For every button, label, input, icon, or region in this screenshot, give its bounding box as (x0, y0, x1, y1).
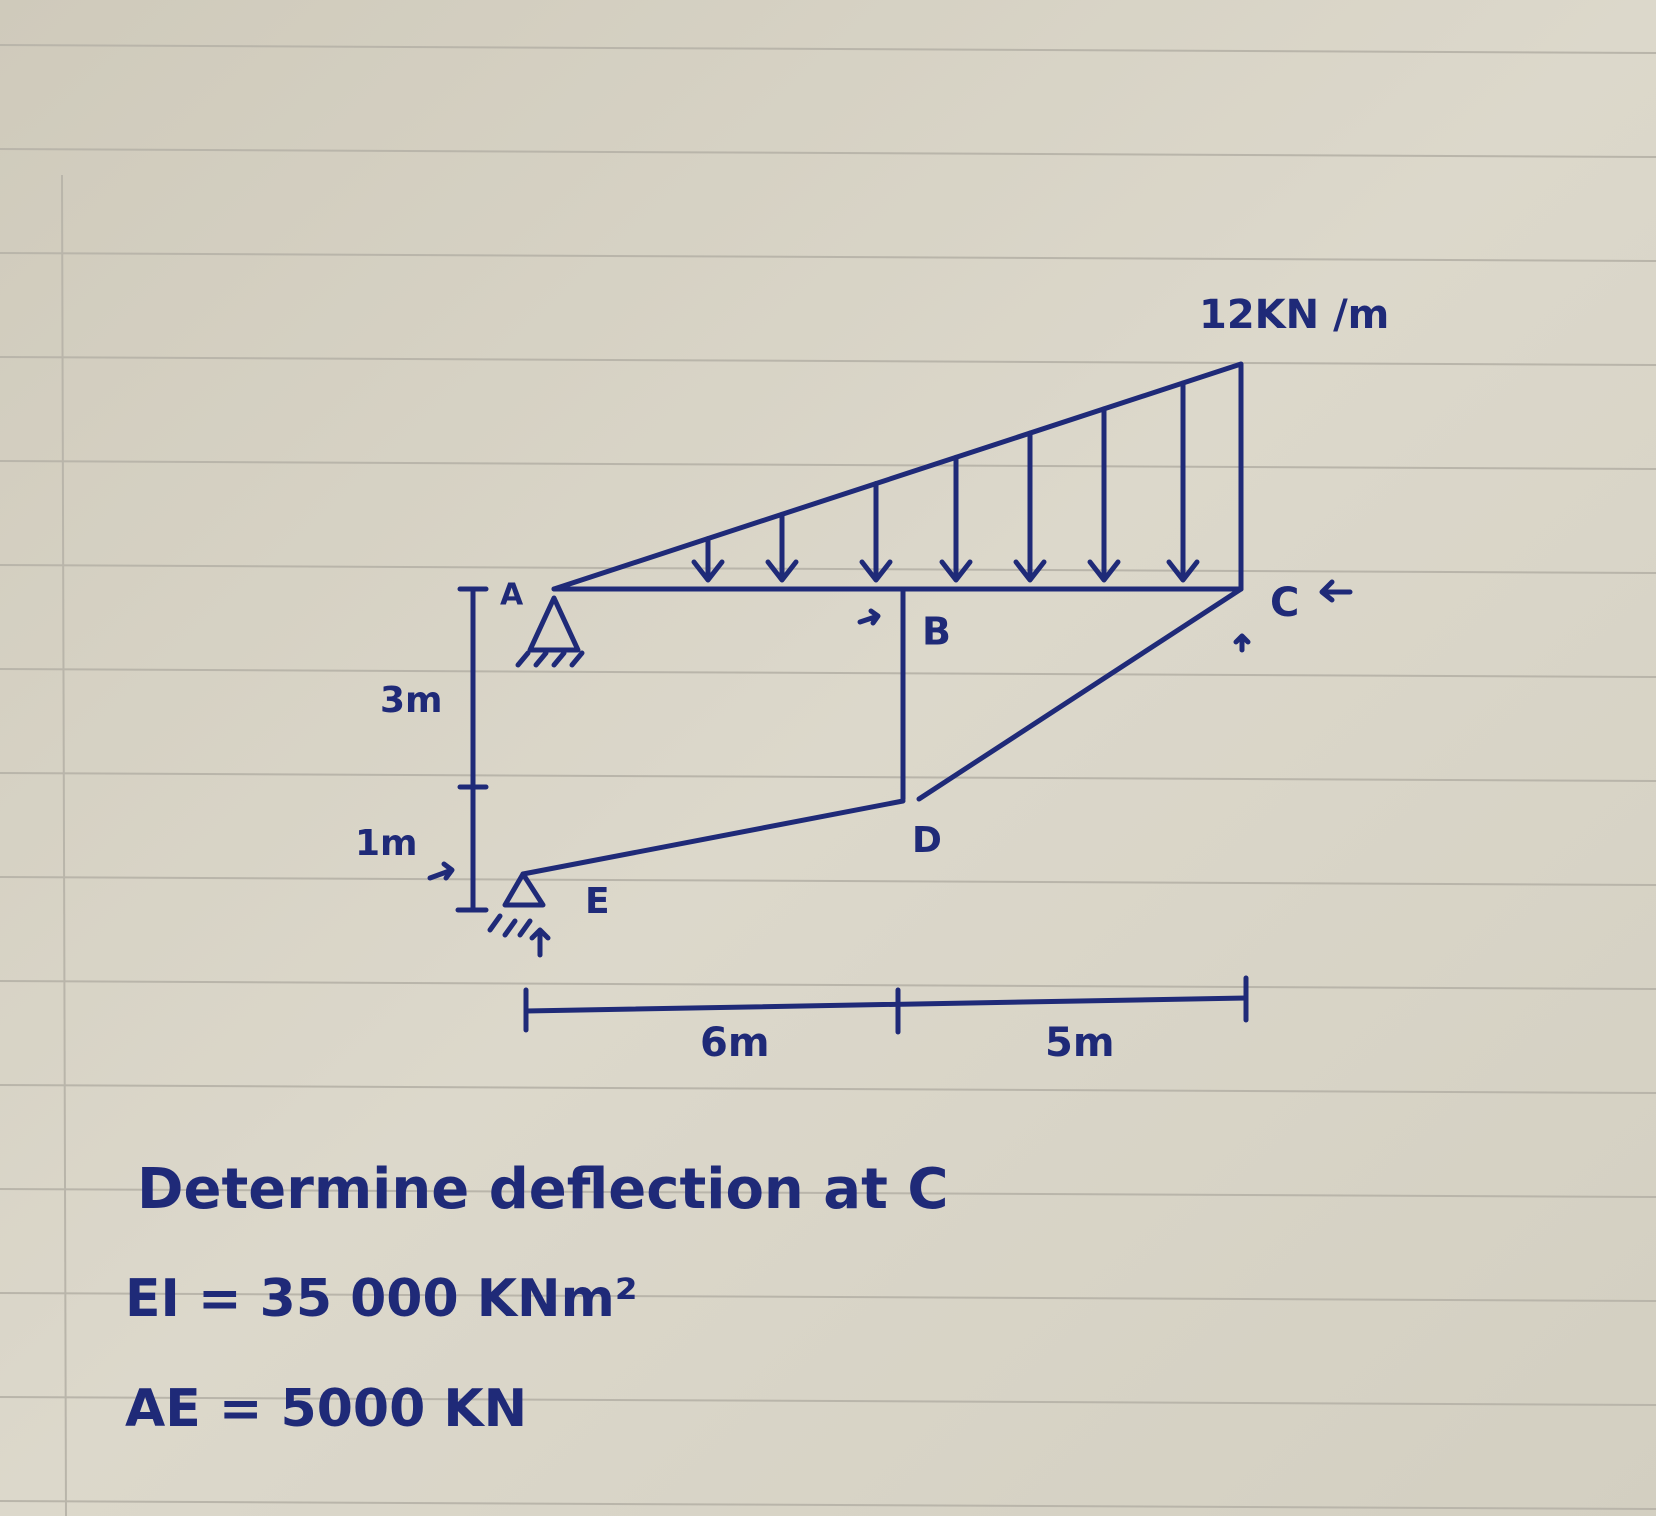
ruled-line (0, 148, 1656, 158)
ground-hatch (487, 913, 533, 938)
ruled-line (0, 876, 1656, 886)
load-arrow (1013, 430, 1047, 583)
structure (427, 361, 1353, 1035)
ruled-line (0, 1396, 1656, 1406)
ruled-line (0, 252, 1656, 262)
member-cd (916, 586, 1244, 802)
pin-support-e (502, 871, 546, 908)
ruled-line (0, 980, 1656, 990)
pin-support-a (527, 595, 581, 653)
load-arrow (765, 511, 799, 583)
load-label: 12KN /m (1199, 292, 1389, 338)
load-arrow (1087, 406, 1121, 583)
reaction-arrow (1319, 579, 1353, 603)
node-label: C (1270, 580, 1299, 626)
node-label: D (912, 820, 942, 861)
load-arrow (859, 481, 893, 583)
ruled-lines (0, 44, 1656, 1510)
dimension-label: 3m (380, 680, 443, 721)
load-arrow (691, 536, 725, 583)
load-arrows (691, 380, 1200, 583)
ruled-line (0, 460, 1656, 470)
node-label: A (500, 578, 524, 613)
ruled-line (0, 668, 1656, 678)
reaction-arrow (1233, 633, 1251, 653)
reaction-arrow (529, 927, 551, 958)
load-arrow (939, 454, 973, 583)
ruled-line (0, 1500, 1656, 1510)
dimension-horizontal (523, 995, 1249, 1014)
dimension-label: 5m (1045, 1020, 1115, 1066)
given-value: EI = 35 000 KNm² (125, 1269, 638, 1329)
ruled-line (0, 772, 1656, 782)
dimension-label: 1m (355, 823, 418, 864)
ground-hatch (515, 650, 585, 668)
ruled-line (0, 44, 1656, 54)
reaction-arrow (427, 861, 455, 881)
given-value: AE = 5000 KN (125, 1379, 527, 1439)
ruled-line (0, 564, 1656, 574)
member-de (520, 798, 906, 877)
problem-statement: Determine deflection at C (137, 1157, 948, 1222)
load-arrow (1166, 380, 1200, 583)
node-label: E (585, 881, 610, 922)
margin-line (61, 174, 67, 1516)
ruled-line (0, 1292, 1656, 1302)
ruled-line (0, 1084, 1656, 1094)
dimension-label: 6m (700, 1020, 770, 1066)
node-label: B (922, 610, 951, 654)
reaction-arrow (857, 608, 881, 626)
ruled-line (0, 1188, 1656, 1198)
ruled-line (0, 356, 1656, 366)
